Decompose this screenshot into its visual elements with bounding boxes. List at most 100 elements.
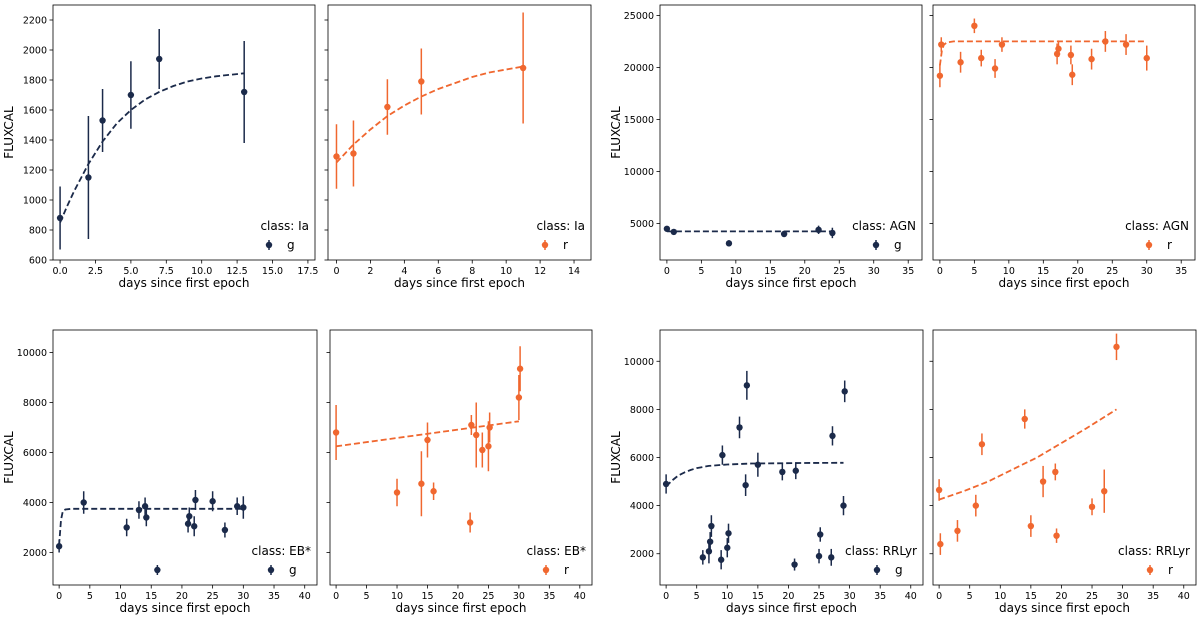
data-point [123, 524, 130, 531]
data-point [699, 554, 707, 561]
panel-8: 0 5 10 15 20 25 30 35 40 days since first epoch cl… [929, 329, 1197, 615]
x-tick-label: 25 [813, 591, 825, 602]
y-axis-label: FLUXCAL [609, 431, 623, 484]
data-point [80, 499, 87, 506]
panel-7: 0 5 10 15 20 25 30 35 40 2000 4000 6000 8000 10000 day… [609, 329, 924, 615]
x-tick-label: 30 [1117, 591, 1129, 602]
x-tick-label: 5 [87, 591, 93, 602]
y-tick-label: 1600 [23, 106, 47, 117]
fit-line [665, 461, 844, 488]
x-tick-label: 30 [513, 591, 525, 602]
data-point [663, 225, 671, 232]
y-tick-label: 1000 [23, 196, 47, 207]
data-point [1069, 71, 1076, 78]
data-point [780, 230, 788, 238]
data-point [792, 467, 799, 474]
data-point [725, 240, 733, 247]
x-tick-label: 35 [1175, 266, 1187, 277]
data-point [209, 498, 216, 505]
x-tick-label: 35 [268, 591, 280, 602]
data-point [473, 431, 480, 439]
x-tick-label: 20 [176, 591, 188, 602]
data-point [486, 424, 493, 431]
x-tick-label: 4 [401, 266, 407, 277]
legend-marker [872, 241, 880, 249]
x-tick-label: 25 [1086, 591, 1098, 602]
x-tick-label: 35 [874, 591, 886, 602]
data-point [154, 566, 161, 574]
y-tick-label: 2000 [23, 548, 47, 559]
data-point [725, 530, 732, 537]
data-point [240, 88, 248, 96]
data-point [971, 22, 978, 30]
data-point [742, 481, 749, 489]
x-axis-label: days since first epoch [726, 601, 857, 615]
x-tick-label: 15.0 [262, 266, 283, 277]
x-tick-label: 35 [902, 266, 914, 277]
x-tick-label: 15 [1025, 591, 1037, 602]
x-tick-label: 40 [299, 591, 311, 602]
panel-3: 0 5 10 15 20 25 30 35 5000 10000 15000 20000 25000 da… [609, 4, 923, 290]
data-point [935, 486, 943, 494]
data-point [957, 59, 964, 66]
x-axis-label: days since first epoch [119, 276, 250, 290]
data-point [1122, 41, 1130, 48]
data-point [829, 432, 836, 440]
data-point [791, 561, 798, 568]
panel-6: 0 5 10 15 20 25 30 35 40 days since first epoch cl… [326, 329, 593, 615]
y-tick-label: 800 [29, 226, 47, 237]
panel-4: 0 5 10 15 20 25 30 35 days since first epoch clas… [929, 4, 1196, 290]
x-tick-label: 35 [543, 591, 555, 602]
data-point [705, 548, 713, 555]
x-tick-label: 10 [391, 591, 403, 602]
axes-frame [659, 4, 923, 261]
legend-marker [873, 566, 881, 574]
y-tick-label: 6000 [23, 448, 47, 459]
y-tick-label: 2000 [630, 549, 654, 560]
data-point [841, 388, 848, 395]
data-point [670, 228, 677, 236]
x-tick-label: 5 [967, 591, 973, 602]
data-point [221, 526, 229, 534]
class-label: class: AGN [852, 219, 916, 233]
data-point [515, 394, 523, 401]
data-point [466, 519, 474, 526]
class-label: class: EB* [527, 544, 586, 558]
data-point [815, 552, 823, 560]
legend-marker [265, 241, 273, 249]
legend-label: g [287, 238, 295, 252]
data-point [56, 214, 64, 222]
x-axis-label: days since first epoch [999, 276, 1130, 290]
legend-label: g [894, 238, 902, 252]
data-point [127, 91, 135, 99]
x-tick-label: 5 [971, 266, 977, 277]
x-tick-label: 0 [937, 266, 943, 277]
fit-line [335, 65, 524, 164]
x-tick-label: 15 [145, 591, 157, 602]
x-tick-label: 12 [534, 266, 546, 277]
x-axis-label: days since first epoch [396, 601, 527, 615]
data-point [817, 531, 824, 538]
data-point [828, 554, 835, 561]
axes-frame [329, 329, 593, 586]
fit-line [59, 72, 245, 223]
x-tick-label: 25 [1106, 266, 1118, 277]
data-point [840, 502, 847, 509]
y-tick-label: 25000 [624, 11, 654, 22]
legend-marker [542, 566, 550, 574]
data-point [706, 538, 714, 545]
axes-frame [327, 4, 592, 261]
x-tick-label: 15 [764, 266, 776, 277]
class-label: class: RRLyr [845, 544, 917, 558]
data-point [85, 174, 92, 181]
x-tick-label: 40 [905, 591, 917, 602]
data-point [1088, 55, 1095, 63]
data-point [333, 153, 340, 160]
y-tick-label: 10000 [624, 167, 654, 178]
legend-marker [1146, 566, 1154, 574]
legend-label: r [563, 238, 568, 252]
x-tick-label: 7.5 [159, 266, 174, 277]
x-tick-label: 40 [1178, 591, 1190, 602]
y-tick-label: 20000 [624, 63, 654, 74]
data-point [99, 117, 106, 124]
